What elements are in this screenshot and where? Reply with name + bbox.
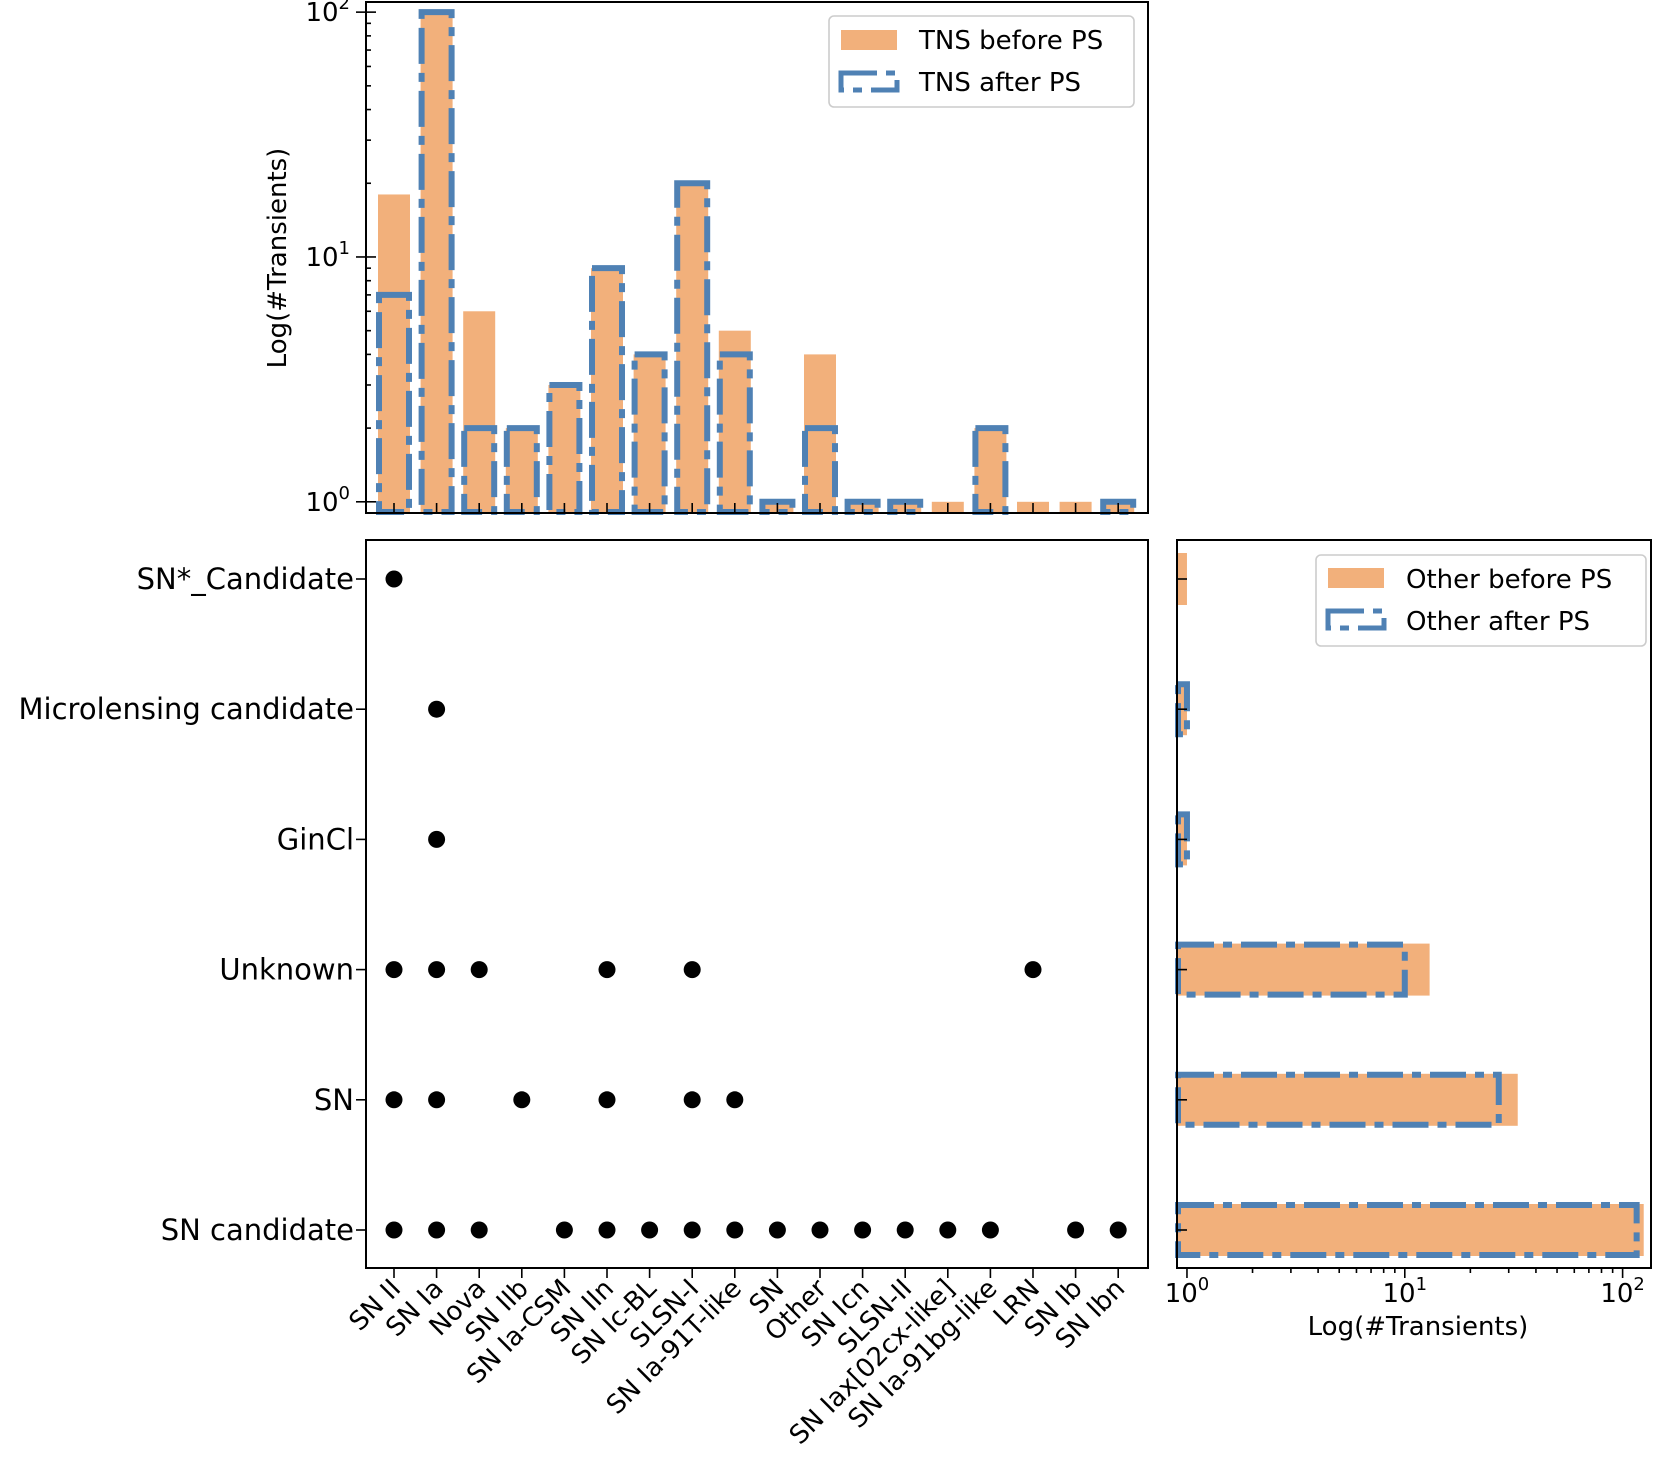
matrix-dot-5 [470, 961, 488, 979]
top-bars [376, 9, 1137, 516]
top-bar-before-3 [505, 428, 538, 513]
matrix-dot-1 [428, 700, 446, 718]
right-bar-before-3 [1178, 943, 1430, 996]
right-xtick-label-2: 102 [1600, 1274, 1645, 1309]
top-bar-after-9 [759, 498, 796, 515]
matrix-axes-frame [365, 539, 1149, 1269]
top-legend-label-before: TNS before PS [918, 26, 1103, 56]
matrix-dot-14 [726, 1091, 744, 1109]
matrix-dot-27 [939, 1221, 957, 1239]
matrix-dot-18 [555, 1221, 573, 1239]
matrix-dot-12 [598, 1091, 616, 1109]
top-bar-before-7 [676, 183, 709, 513]
top-bar-before-1 [420, 12, 453, 514]
top-chart: 100 101 102 Log(#Transients) TNS before PS… [263, 0, 1149, 518]
top-ytick-label-0: 100 [305, 483, 350, 518]
right-xtick-label-0: 100 [1165, 1274, 1210, 1309]
top-bar-after-5 [589, 265, 625, 515]
top-bar-before-8 [718, 330, 751, 513]
top-legend-swatch-after [838, 70, 900, 93]
matrix-dot-2 [428, 830, 446, 848]
top-axes-frame [365, 1, 1149, 514]
matrix-dot-8 [1024, 961, 1042, 979]
top-bar-after-17 [1100, 498, 1137, 515]
right-legend-swatch-after [1325, 608, 1387, 631]
matrix-dot-22 [726, 1221, 744, 1239]
matrix-dot-21 [683, 1221, 701, 1239]
matrix-dot-3 [385, 961, 403, 979]
matrix-ytick-label-2: GinCl [277, 822, 354, 856]
matrix-dot-0 [385, 570, 403, 588]
top-bar-before-10 [804, 354, 836, 513]
matrix-dot-28 [981, 1221, 999, 1239]
matrix-dot-30 [1109, 1221, 1127, 1239]
top-ytick-label-2: 102 [305, 0, 350, 28]
matrix-dot-16 [428, 1221, 446, 1239]
right-bar-before-5 [1178, 1204, 1644, 1256]
top-bar-after-7 [674, 180, 711, 515]
top-bar-before-4 [548, 384, 581, 513]
top-bar-before-14 [974, 428, 1007, 513]
matrix-dot-23 [768, 1221, 786, 1239]
top-bar-before-0 [378, 194, 410, 513]
right-x-axis-label: Log(#Transients) [1308, 1312, 1529, 1342]
right-x-ticks: 100 101 102 [1165, 1268, 1645, 1309]
top-legend: TNS before PS TNS after PS [828, 15, 1135, 108]
matrix-ytick-label-1: Microlensing candidate [19, 692, 354, 726]
matrix-ytick-label-4: SN [314, 1083, 354, 1117]
top-bar-before-6 [633, 354, 666, 513]
right-xtick-label-1: 101 [1383, 1274, 1428, 1309]
right-y-ticks [1177, 578, 1187, 1231]
top-bar-after-1 [418, 9, 455, 516]
matrix-ytick-label-3: Unknown [219, 953, 354, 987]
matrix-dot-17 [470, 1221, 488, 1239]
right-legend-label-before: Other before PS [1406, 565, 1612, 595]
matrix-dot-24 [811, 1221, 829, 1239]
matrix-ytick-label-5: SN candidate [161, 1213, 354, 1247]
matrix-dot-7 [683, 961, 701, 979]
top-ytick-label-1: 101 [305, 238, 350, 273]
matrix-y-ticks: SN*_Candidate Microlensing candidate GinCl… [19, 562, 366, 1247]
matrix-ytick-label-0: SN*_Candidate [137, 562, 354, 596]
right-legend-swatch-before [1328, 568, 1384, 588]
matrix-dot-25 [854, 1221, 872, 1239]
matrix-dot-29 [1067, 1221, 1085, 1239]
matrix-dot-4 [428, 961, 446, 979]
right-legend-box [1315, 554, 1647, 647]
top-bar-after-11 [844, 498, 881, 515]
matrix-dot-20 [641, 1221, 659, 1239]
right-axes-frame [1176, 539, 1652, 1269]
right-bar-before-4 [1178, 1073, 1518, 1126]
top-legend-swatch-before [841, 30, 897, 50]
top-legend-label-after: TNS after PS [918, 68, 1081, 98]
top-bar-after-12 [887, 498, 924, 515]
top-legend-box [828, 15, 1135, 108]
right-legend: Other before PS Other after PS [1315, 554, 1647, 647]
matrix-dot-15 [385, 1221, 403, 1239]
matrix-dot-6 [598, 961, 616, 979]
matrix-dots [385, 570, 1127, 1239]
matrix-dot-10 [428, 1091, 446, 1109]
matrix-dot-19 [598, 1221, 616, 1239]
right-chart: 100 101 102 Log(#Transients) Other before … [1165, 539, 1652, 1342]
top-bar-before-2 [463, 311, 496, 513]
top-x-ticks [393, 503, 1119, 513]
right-legend-label-after: Other after PS [1406, 607, 1590, 637]
top-bar-before-5 [591, 268, 623, 513]
matrix-dot-9 [385, 1091, 403, 1109]
top-y-axis-label: Log(#Transients) [263, 148, 293, 369]
matrix-dot-11 [513, 1091, 531, 1109]
top-y-ticks: 100 101 102 [305, 0, 376, 518]
matrix-dot-13 [683, 1091, 701, 1109]
matrix-dot-26 [896, 1221, 914, 1239]
